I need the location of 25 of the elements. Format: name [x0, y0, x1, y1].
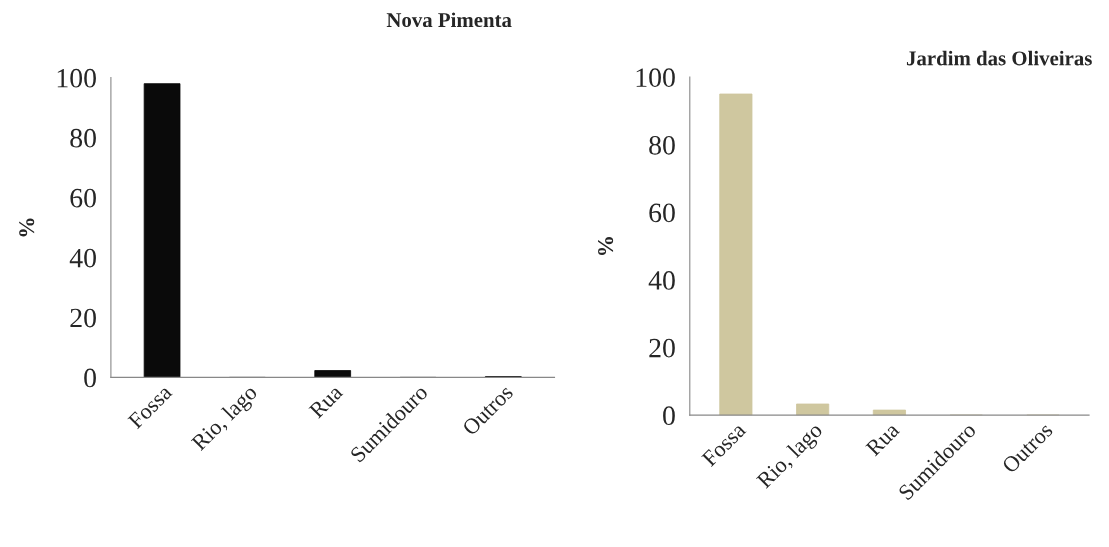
chart-title: Nova Pimenta — [386, 12, 512, 28]
x-tick-label: Rua — [865, 421, 901, 457]
y-tick-label: 20 — [70, 308, 96, 328]
x-tick-label: Rio, lago — [755, 421, 827, 493]
y-tick-label: 80 — [70, 128, 96, 148]
y-tick-label: 80 — [649, 135, 675, 155]
chart-title: Jardim das Oliveiras — [906, 50, 1092, 66]
y-tick-label: 100 — [636, 68, 675, 88]
bar — [143, 83, 181, 378]
x-tick-label: Rio, lago — [190, 383, 262, 455]
y-tick-label: 0 — [663, 406, 675, 426]
bar — [796, 403, 830, 416]
y-tick-label: 40 — [69, 248, 96, 268]
bar — [314, 370, 352, 378]
y-axis-title: % — [598, 237, 614, 255]
bar — [872, 409, 906, 416]
y-tick-label: 100 — [57, 68, 96, 88]
y-tick-label: 20 — [649, 338, 675, 358]
y-tick-label: 60 — [649, 203, 675, 223]
x-tick-label: Rua — [308, 383, 344, 419]
y-tick-label: 40 — [648, 271, 675, 290]
y-tick-label: 0 — [84, 368, 96, 388]
bar — [719, 93, 753, 416]
y-axis-title: % — [19, 218, 35, 237]
y-tick-label: 60 — [70, 188, 96, 208]
